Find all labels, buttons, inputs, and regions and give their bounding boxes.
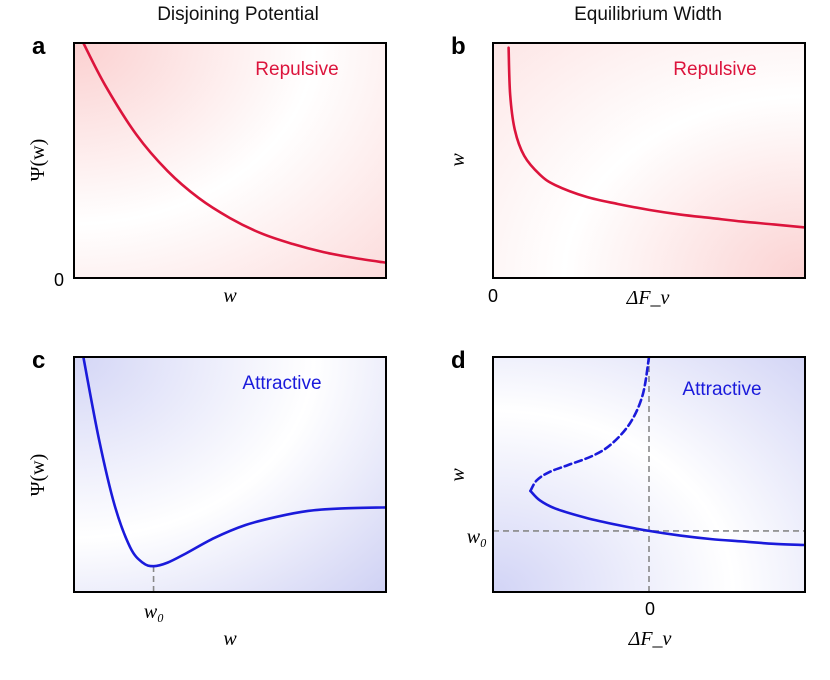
panel-b-series-group: [507, 46, 805, 229]
panel-d-ytick-w0: w₀: [467, 526, 487, 548]
column-title-disjoining-potential: Disjoining Potential: [157, 4, 319, 25]
panel-a: a Repulsive 0 w Ψ(w): [27, 33, 387, 307]
panel-d-series-stable: [529, 489, 805, 547]
panel-a-frame: [73, 42, 387, 279]
panel-d-label: d: [451, 347, 466, 374]
panel-c-series-group: [82, 357, 386, 592]
panel-c-xlabel: w: [223, 628, 237, 650]
panel-d-ylabel: w: [447, 468, 469, 482]
panel-d: d Attractive 0 w₀ ΔF_v w: [447, 347, 806, 650]
panel-a-series-group: [82, 43, 386, 265]
panel-c-ylabel: Ψ(w): [27, 454, 49, 497]
panel-c-frame: [73, 356, 387, 593]
panel-b-xtick-zero: 0: [488, 286, 498, 306]
panel-a-ytick-zero: 0: [54, 270, 64, 290]
panel-d-xtick-zero: 0: [645, 599, 655, 619]
panel-a-regime-label: Repulsive: [255, 59, 338, 80]
panel-d-series-unstable: [529, 357, 651, 493]
panel-d-regime-label: Attractive: [682, 379, 761, 400]
panel-d-frame: [492, 356, 806, 593]
panel-b-xlabel: ΔF_v: [626, 287, 670, 309]
panel-a-background: [74, 43, 386, 278]
panel-b-series-repulsive: [507, 46, 805, 229]
panel-b-regime-label: Repulsive: [673, 59, 756, 80]
panel-b-label: b: [451, 33, 466, 60]
panel-a-xlabel: w: [223, 285, 237, 307]
panel-a-ylabel: Ψ(w): [27, 139, 49, 182]
panel-d-xlabel: ΔF_v: [628, 628, 672, 650]
panel-c-regime-label: Attractive: [242, 373, 321, 394]
panel-c-xtick-w0: w₀: [144, 601, 164, 623]
column-title-equilibrium-width: Equilibrium Width: [574, 4, 722, 25]
panel-a-label: a: [32, 33, 46, 60]
panel-b-frame: [492, 42, 806, 279]
panel-c: c Attractive w₀ w Ψ(w): [27, 347, 387, 650]
panel-d-series-group: [493, 357, 805, 592]
panel-c-background: [74, 357, 386, 592]
panel-a-series-repulsive: [82, 43, 386, 265]
panel-b-ylabel: w: [447, 153, 469, 167]
panel-b: b Repulsive 0 ΔF_v w: [447, 33, 806, 309]
panel-b-background: [493, 43, 805, 278]
panel-c-series-attractive: [82, 357, 386, 568]
panel-c-label: c: [32, 347, 45, 374]
